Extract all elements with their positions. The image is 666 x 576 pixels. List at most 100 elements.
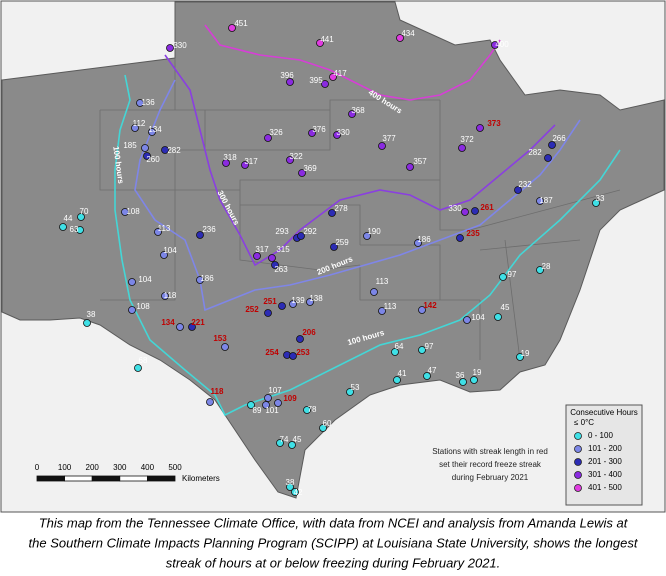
station-label: 326 [269, 128, 283, 137]
station [268, 254, 276, 262]
station-label: 134 [148, 125, 162, 134]
caption: the Southern Climate Impacts Planning Pr… [29, 535, 639, 550]
station [128, 278, 136, 286]
station-label: 19 [473, 368, 482, 377]
scale-tick-label: 500 [168, 463, 182, 472]
station [536, 197, 544, 205]
station [128, 306, 136, 314]
station-label: 330 [336, 128, 350, 137]
station-label: 139 [291, 296, 305, 305]
station-label: 118 [164, 291, 177, 300]
station-label: 136 [141, 98, 155, 107]
station-label: 395 [309, 76, 323, 85]
station [476, 124, 484, 132]
station-label: 206 [302, 328, 316, 337]
station-label: 33 [596, 194, 605, 203]
station-label: 376 [312, 125, 326, 134]
station [262, 401, 270, 409]
station [494, 313, 502, 321]
scale-segment [146, 475, 176, 482]
station [247, 401, 255, 409]
station-label: 232 [518, 180, 532, 189]
station [274, 399, 282, 407]
station [76, 226, 84, 234]
station [499, 273, 507, 281]
station [298, 169, 306, 177]
station [308, 129, 316, 137]
scale-tick-label: 200 [86, 463, 100, 472]
station [206, 398, 214, 406]
station-label: 251 [263, 297, 277, 306]
station [222, 159, 230, 167]
legend-label: 301 - 400 [588, 470, 622, 479]
station [378, 142, 386, 150]
station-label: 108 [136, 302, 150, 311]
station [393, 376, 401, 384]
station [306, 298, 314, 306]
station-label: 186 [200, 274, 214, 283]
station [370, 288, 378, 296]
station [196, 231, 204, 239]
scale-unit: Kilometers [182, 474, 220, 483]
station [423, 372, 431, 380]
station-label: 78 [308, 405, 317, 414]
station-label: 369 [303, 164, 317, 173]
station [188, 323, 196, 331]
station-label: 259 [335, 238, 349, 247]
scale-tick-label: 0 [35, 463, 40, 472]
station [228, 24, 236, 32]
station [264, 394, 272, 402]
station [286, 483, 294, 491]
station-label: 322 [289, 152, 303, 161]
state-borders [99, 58, 621, 361]
legend-swatch [574, 484, 582, 492]
legend-label: 0 - 100 [588, 431, 613, 440]
legend-label: 101 - 200 [588, 444, 622, 453]
station-label: 373 [487, 119, 501, 128]
station [121, 208, 129, 216]
station-label: 266 [552, 134, 566, 143]
scale-segment [64, 475, 93, 482]
station-label: 330 [173, 41, 187, 50]
station [316, 39, 324, 47]
station-label: 63 [70, 225, 79, 234]
station [160, 251, 168, 259]
station-label: 41 [398, 369, 407, 378]
station-label: 107 [268, 386, 282, 395]
station-label: 74 [280, 435, 289, 444]
station [264, 309, 272, 317]
caption: This map from the Tennessee Climate Offi… [39, 515, 629, 530]
station [286, 78, 294, 86]
station-label: 104 [138, 275, 152, 284]
station [459, 378, 467, 386]
station [536, 266, 544, 274]
note: Stations with streak length in red [432, 447, 548, 456]
station-label: 108 [126, 207, 140, 216]
station-label: 38 [87, 310, 96, 319]
station [456, 234, 464, 242]
legend-subtitle: ≤ 0°C [574, 418, 594, 427]
station-label: 36 [456, 371, 465, 380]
station-label: 142 [423, 301, 437, 310]
legend-title: Consecutive Hours [570, 408, 638, 417]
station-label: 236 [202, 225, 216, 234]
station-label: 104 [163, 246, 177, 255]
station [516, 353, 524, 361]
station [143, 152, 151, 160]
station-label: 45 [293, 435, 302, 444]
station-label: 396 [280, 71, 294, 80]
station [458, 144, 466, 152]
station [406, 163, 414, 171]
station [134, 364, 142, 372]
station-label: 377 [382, 134, 396, 143]
station-label: 44 [64, 214, 73, 223]
station [176, 323, 184, 331]
station-label: 101 [265, 406, 279, 415]
legend-swatch [574, 471, 582, 479]
station-label: 261 [480, 203, 494, 212]
station [296, 335, 304, 343]
station-label: 317 [244, 157, 258, 166]
station-label: 441 [320, 35, 334, 44]
